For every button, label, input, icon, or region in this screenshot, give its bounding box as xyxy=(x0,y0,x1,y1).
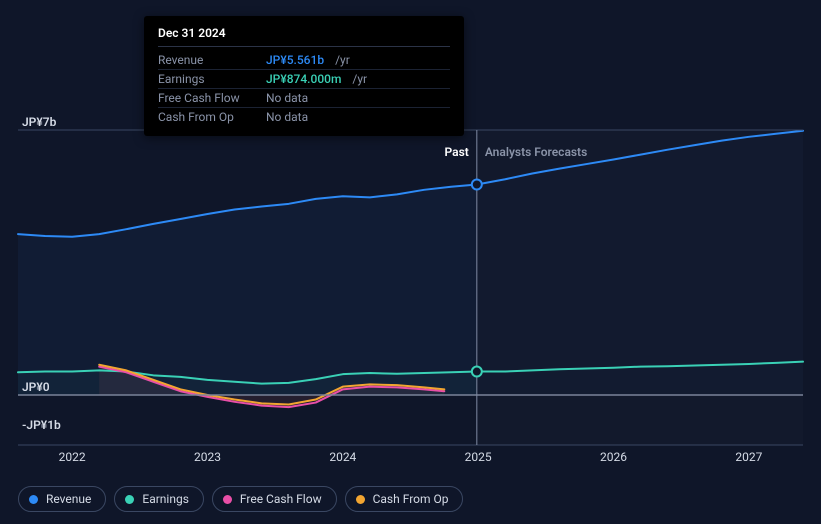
chart-container: JP¥7b JP¥0 -JP¥1b 2022 2023 2024 2025 2026 2027 P… xyxy=(0,0,821,524)
legend-label: Cash From Op xyxy=(373,492,449,506)
legend-dot xyxy=(29,495,38,504)
tooltip-row-label: Revenue xyxy=(158,53,258,67)
legend-label: Revenue xyxy=(46,492,91,506)
tooltip-row-value: JP¥874.000m xyxy=(266,72,341,86)
tooltip-row: Cash From Op No data xyxy=(158,108,450,126)
tooltip-row-unit: /yr xyxy=(335,53,350,67)
legend: Revenue Earnings Free Cash Flow Cash From O… xyxy=(18,486,463,512)
legend-item-earnings[interactable]: Earnings xyxy=(114,486,204,512)
legend-label: Earnings xyxy=(142,492,189,506)
cursor-marker-revenue xyxy=(472,180,482,190)
legend-item-cash-from-op[interactable]: Cash From Op xyxy=(345,486,464,512)
cursor-marker-earnings xyxy=(472,367,482,377)
tooltip: Dec 31 2024 Revenue JP¥5.561b/yr Earnings J… xyxy=(144,16,464,136)
tooltip-row-label: Free Cash Flow xyxy=(158,91,258,105)
tooltip-row-nodata: No data xyxy=(266,110,308,124)
tooltip-title: Dec 31 2024 xyxy=(158,26,450,47)
legend-dot xyxy=(125,495,134,504)
x-label: 2026 xyxy=(600,450,627,464)
y-label: JP¥0 xyxy=(22,380,50,394)
legend-label: Free Cash Flow xyxy=(240,492,322,506)
x-label: 2022 xyxy=(59,450,86,464)
tooltip-row-label: Earnings xyxy=(158,72,258,86)
legend-dot xyxy=(356,495,365,504)
x-label: 2024 xyxy=(329,450,356,464)
x-label: 2023 xyxy=(194,450,221,464)
tooltip-row-label: Cash From Op xyxy=(158,110,258,124)
y-label: JP¥7b xyxy=(22,115,57,129)
legend-item-revenue[interactable]: Revenue xyxy=(18,486,106,512)
tooltip-row: Free Cash Flow No data xyxy=(158,89,450,108)
tooltip-row-nodata: No data xyxy=(266,91,308,105)
tooltip-row-unit: /yr xyxy=(352,72,367,86)
forecast-label: Analysts Forecasts xyxy=(485,145,587,159)
past-label: Past xyxy=(445,145,469,159)
x-label: 2025 xyxy=(465,450,492,464)
legend-item-free-cash-flow[interactable]: Free Cash Flow xyxy=(212,486,337,512)
tooltip-row: Revenue JP¥5.561b/yr xyxy=(158,51,450,70)
x-label: 2027 xyxy=(735,450,762,464)
legend-dot xyxy=(223,495,232,504)
tooltip-row-value: JP¥5.561b xyxy=(266,53,324,67)
y-label: -JP¥1b xyxy=(22,418,61,432)
tooltip-row: Earnings JP¥874.000m/yr xyxy=(158,70,450,89)
